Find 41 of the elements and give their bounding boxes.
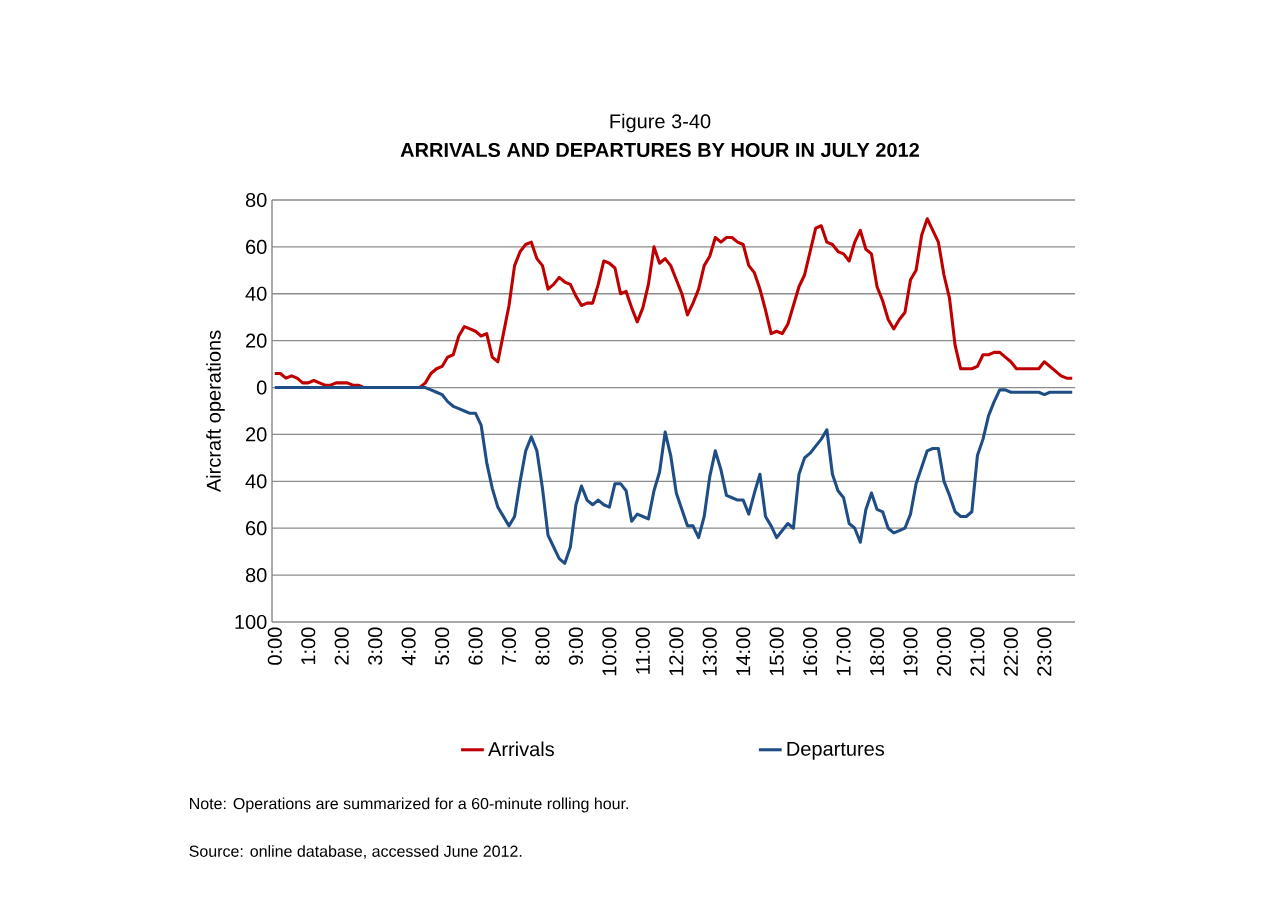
x-tick-label: 16:00	[803, 627, 818, 676]
x-tick-label: 11:00	[635, 627, 650, 674]
chart-title: Figure 3-40	[610, 113, 711, 133]
x-tick-label: 23:00	[1037, 627, 1052, 676]
x-tick-label: 14:00	[736, 627, 751, 676]
x-tick-label: 7:00	[501, 627, 517, 665]
legend-label: Arrivals	[488, 741, 554, 757]
x-tick-label: 8:00	[535, 627, 550, 665]
x-tick-label: 12:00	[669, 627, 684, 676]
x-tick-label: 15:00	[769, 627, 784, 676]
chart-subtitle: ARRIVALS AND DEPARTURES BY HOUR IN JULY 2012	[400, 142, 919, 158]
x-tick-label: 6:00	[468, 627, 483, 665]
y-tick-label: 80	[245, 192, 267, 208]
y-tick-label: 20	[246, 333, 267, 348]
x-tick-label: 10:00	[602, 627, 617, 676]
x-tick-label: 13:00	[702, 627, 717, 676]
x-tick-label: 22:00	[1003, 627, 1018, 676]
x-tick-label: 5:00	[435, 627, 450, 665]
source-note: Source: online database, accessed June 2012.	[189, 845, 522, 859]
y-axis-title: Aircraft operations	[206, 330, 225, 493]
y-tick-label: 80	[245, 568, 267, 583]
x-tick-label: 20:00	[936, 627, 952, 676]
x-tick-label: 9:00	[568, 627, 583, 665]
text: Note: Operations are summarized for a 60-minute rolling hour.	[190, 797, 629, 813]
x-tick-label: 18:00	[869, 627, 885, 676]
y-tick-label: 40	[245, 286, 267, 301]
y-tick-label: 60	[246, 239, 267, 254]
x-tick-label: 17:00	[836, 627, 851, 676]
y-tick-label: 60	[246, 521, 267, 536]
x-tick-label: 0:00	[267, 627, 282, 665]
x-tick-label: 2:00	[334, 627, 349, 665]
x-tick-label: 1:00	[301, 627, 316, 665]
x-tick-label: 21:00	[970, 627, 985, 676]
x-tick-label: 4:00	[401, 627, 416, 666]
y-tick-label: 40	[245, 474, 267, 489]
y-tick-label: 100	[235, 614, 267, 630]
y-tick-label: 0	[256, 380, 267, 395]
legend-label: Departures	[787, 741, 885, 760]
x-tick-label: 19:00	[903, 627, 918, 676]
x-tick-label: 3:00	[368, 627, 383, 665]
y-tick-label: 20	[246, 427, 267, 442]
